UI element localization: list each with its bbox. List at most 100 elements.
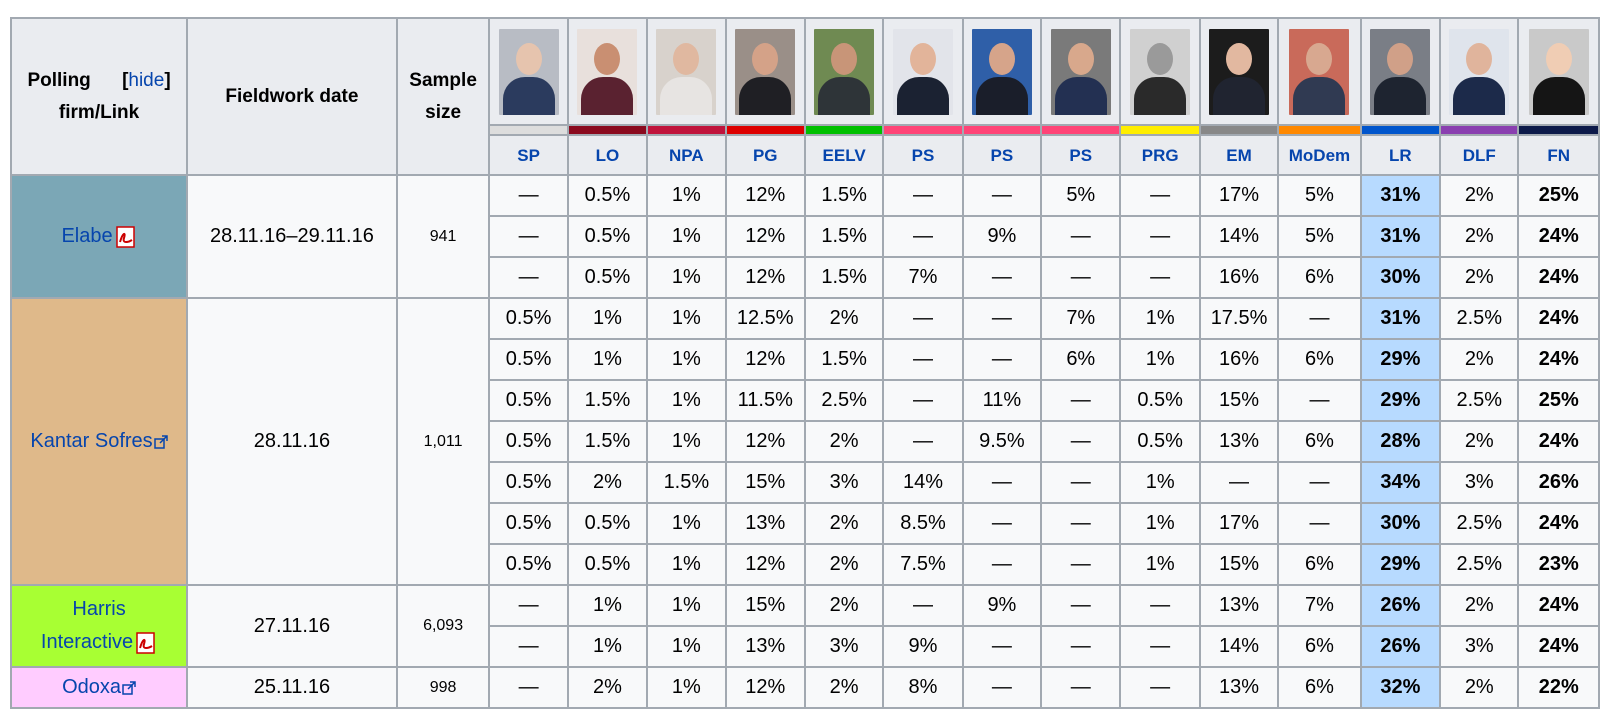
party-link[interactable]: PS (1069, 145, 1093, 165)
polling-firm-link[interactable]: Harris Interactive (40, 598, 157, 654)
candidate-photo[interactable] (814, 28, 875, 115)
party-link[interactable]: DLF (1462, 145, 1496, 165)
poll-result-cell: 16% (1198, 338, 1280, 381)
hide-link[interactable]: hide (128, 69, 165, 91)
poll-result-cell: 12% (724, 174, 806, 217)
candidate-photo[interactable] (1370, 28, 1431, 115)
poll-result-cell: 2% (1439, 584, 1520, 627)
candidate-photo[interactable] (1289, 28, 1350, 115)
poll-result-cell: 12% (724, 543, 806, 586)
party-link[interactable]: PG (752, 145, 778, 165)
polling-header-label: Polling (27, 69, 91, 91)
firm-name[interactable]: Odoxa (62, 676, 122, 698)
poll-result-cell: — (1040, 584, 1122, 627)
candidate-photo[interactable] (1209, 28, 1270, 115)
candidate-photo[interactable] (1130, 28, 1191, 115)
pdf-icon[interactable] (115, 225, 137, 248)
party-color-bar (1040, 124, 1122, 136)
party-color-bar (1439, 124, 1520, 136)
poll-result-cell: — (1040, 666, 1122, 709)
sample-header-label: Sample (409, 69, 477, 91)
poll-result-cell: 1% (646, 297, 727, 340)
firm-name[interactable]: Kantar Sofres (30, 430, 153, 452)
party-link[interactable]: NPA (669, 145, 704, 165)
candidate-photo[interactable] (1050, 28, 1111, 115)
poll-result-cell: 9% (882, 625, 964, 668)
poll-result-cell: — (1277, 297, 1362, 340)
polling-firm-link[interactable]: Kantar Sofres (30, 430, 168, 452)
poll-result-cell: 1% (646, 174, 727, 217)
poll-result-cell: 1% (646, 379, 727, 422)
party-header: MoDem (1277, 134, 1362, 176)
party-link[interactable]: PRG (1141, 145, 1179, 165)
poll-result-cell: 1% (646, 502, 727, 545)
candidate-photo-cell (803, 17, 885, 126)
candidate-photo[interactable] (735, 28, 796, 115)
poll-result-cell: 7% (1040, 297, 1122, 340)
poll-result-cell: — (1040, 215, 1122, 258)
party-link[interactable]: FN (1547, 145, 1571, 165)
polling-firm-link[interactable]: Elabe (61, 225, 137, 248)
poll-result-cell: 26% (1517, 461, 1600, 504)
pdf-icon[interactable] (135, 631, 157, 654)
polling-firm-cell: Kantar Sofres (9, 297, 189, 586)
poll-result-cell: 25% (1517, 379, 1600, 422)
poll-result-cell: — (1040, 379, 1122, 422)
table-row: 0.5% 0.5% 1% 12% 2% 7.5% — —1% 15% 6% 29% 2.5% 23% (11, 543, 1600, 586)
external-link-icon[interactable] (122, 680, 136, 695)
poll-result-cell: 15% (724, 584, 806, 627)
firm-name-line[interactable]: Interactive (40, 631, 134, 653)
leading-result-cell: 29% (1359, 543, 1442, 586)
party-link[interactable]: PS (990, 145, 1014, 165)
candidate-photo[interactable] (1449, 28, 1510, 115)
party-link[interactable]: SP (517, 145, 540, 165)
poll-result-cell: 2% (1439, 666, 1520, 709)
poll-result-cell: 12% (724, 420, 806, 463)
poll-result-cell: 0.5% (566, 502, 649, 545)
poll-result-cell: 9.5% (961, 420, 1043, 463)
party-link[interactable]: EELV (822, 145, 866, 165)
party-header: LR (1359, 134, 1442, 176)
poll-result-cell: — (882, 174, 964, 217)
poll-result-cell: 6% (1277, 420, 1362, 463)
candidate-photo-cell (646, 17, 727, 126)
poll-result-cell: 13% (1198, 420, 1280, 463)
poll-result-cell: 8% (882, 666, 964, 709)
poll-result-cell: — (882, 379, 964, 422)
poll-result-cell: 0.5% (488, 420, 569, 463)
candidate-photo[interactable] (498, 28, 559, 115)
poll-result-cell: 22% (1517, 666, 1600, 709)
party-link[interactable]: PS (911, 145, 935, 165)
hide-toggle[interactable]: [hide] (122, 69, 171, 91)
poll-result-cell: 1% (646, 625, 727, 668)
external-link-icon[interactable] (153, 434, 168, 449)
candidate-photo[interactable] (577, 28, 638, 115)
party-link[interactable]: MoDem (1288, 145, 1351, 165)
party-link[interactable]: LR (1389, 145, 1412, 165)
candidate-photo[interactable] (656, 28, 717, 115)
poll-result-cell: — (1277, 461, 1362, 504)
firm-name-line[interactable]: Harris (72, 598, 126, 620)
firm-name[interactable]: Elabe (61, 225, 113, 247)
poll-result-cell: — (961, 625, 1043, 668)
party-header: LO (566, 134, 649, 176)
poll-result-cell: — (1119, 625, 1201, 668)
party-color-bar (803, 124, 885, 136)
poll-result-cell: 0.5% (566, 174, 649, 217)
poll-result-cell: 6% (1277, 625, 1362, 668)
poll-result-cell: 1% (646, 584, 727, 627)
poll-result-cell: 1% (566, 584, 649, 627)
party-header: PS (1040, 134, 1122, 176)
poll-result-cell: 9% (961, 584, 1043, 627)
polling-firm-cell: Elabe (9, 174, 189, 299)
sample-size: 6,093 (395, 584, 491, 668)
candidate-photo[interactable] (971, 28, 1032, 115)
table-row: Odoxa 25.11.16 998—2% 1% 12% 2% 8% — — —13% 6% 32% 2… (9, 666, 1600, 709)
poll-result-cell: 13% (724, 502, 806, 545)
candidate-photo[interactable] (1528, 28, 1589, 115)
poll-result-cell: 1.5% (803, 338, 885, 381)
party-link[interactable]: EM (1226, 145, 1252, 165)
party-link[interactable]: LO (595, 145, 620, 165)
candidate-photo[interactable] (893, 28, 953, 115)
polling-firm-link[interactable]: Odoxa (62, 676, 136, 698)
